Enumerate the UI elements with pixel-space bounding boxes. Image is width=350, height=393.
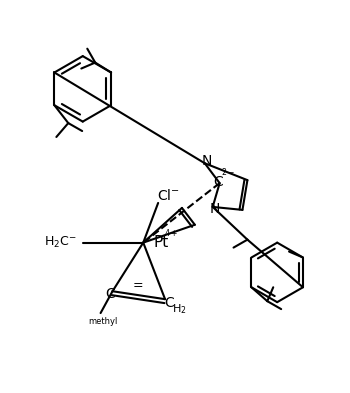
Text: Pt: Pt (153, 235, 168, 250)
Text: C: C (106, 287, 116, 301)
Text: $^{4+}$: $^{4+}$ (164, 229, 178, 239)
Text: H$_2$: H$_2$ (172, 302, 186, 316)
Text: $^{2-}$: $^{2-}$ (222, 168, 236, 178)
Text: N: N (210, 202, 220, 216)
Text: C: C (213, 175, 223, 189)
Text: N: N (202, 154, 212, 168)
Text: methyl: methyl (88, 316, 117, 325)
Text: C: C (164, 296, 174, 310)
Text: H$_2$C$^{-}$: H$_2$C$^{-}$ (44, 235, 77, 250)
Text: Cl$^{-}$: Cl$^{-}$ (157, 187, 180, 202)
Text: =: = (133, 279, 144, 292)
